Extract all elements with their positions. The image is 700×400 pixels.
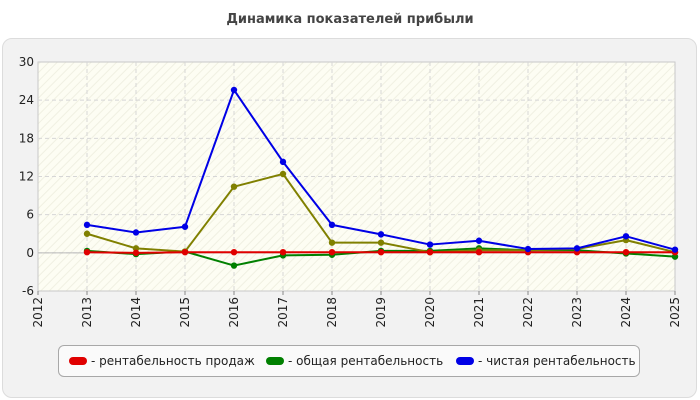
legend: - рентабельность продаж - общая рентабел…: [58, 345, 640, 377]
legend-item-total[interactable]: - общая рентабельность: [266, 354, 443, 368]
data-point: [475, 237, 483, 244]
x-tick-label: 2015: [178, 297, 192, 328]
data-point: [377, 248, 385, 256]
data-point: [377, 231, 385, 238]
x-tick-label: 2019: [374, 297, 388, 328]
data-point: [279, 170, 287, 178]
legend-swatch-blue: [456, 357, 474, 365]
legend-item-net[interactable]: - чистая рентабельность: [456, 354, 636, 368]
data-point: [671, 253, 679, 260]
data-point: [573, 245, 581, 252]
axes: -6 0 6 12 18 24 30 2012 2013 2014 2015 2016 2017 2018…: [19, 55, 682, 328]
x-tick-label: 2021: [472, 297, 486, 328]
data-point: [279, 158, 287, 166]
x-tick-label: 2022: [521, 297, 535, 328]
legend-label-total: - общая рентабельность: [288, 354, 444, 368]
legend-swatch-red: [69, 357, 87, 365]
data-point: [328, 221, 336, 229]
x-tick-label: 2025: [668, 297, 682, 328]
x-tick-label: 2012: [31, 297, 45, 328]
legend-item-sales[interactable]: - рентабельность продаж: [69, 354, 255, 368]
chart-title: Динамика показателей прибыли: [226, 12, 474, 27]
y-tick-label: 24: [19, 93, 34, 107]
data-point: [622, 233, 630, 240]
data-point: [83, 230, 91, 237]
series-group: [83, 86, 679, 269]
x-tick-label: 2014: [129, 297, 143, 328]
data-point: [671, 246, 679, 253]
data-point: [279, 248, 287, 256]
data-point: [181, 248, 189, 256]
y-tick-label: 18: [19, 131, 34, 145]
legend-swatch-green: [266, 357, 284, 365]
data-point: [524, 245, 532, 253]
x-tick-label: 2013: [80, 297, 94, 328]
y-tick-label: 0: [26, 246, 34, 260]
x-tick-label: 2024: [619, 297, 633, 328]
data-point: [230, 248, 238, 256]
x-tick-label: 2020: [423, 297, 437, 328]
y-tick-label: -6: [22, 284, 34, 298]
data-point: [230, 183, 238, 190]
data-point: [230, 262, 238, 269]
legend-label-sales: - рентабельность продаж: [91, 354, 255, 368]
x-tick-label: 2018: [325, 297, 339, 328]
legend-label-net: - чистая рентабельность: [478, 354, 636, 368]
data-point: [328, 248, 336, 256]
x-tick-label: 2017: [276, 297, 290, 328]
data-point: [328, 239, 336, 246]
x-tick-label: 2016: [227, 297, 241, 328]
data-point: [83, 248, 91, 256]
y-tick-label: 30: [19, 55, 34, 69]
y-tick-label: 12: [19, 170, 34, 184]
data-point: [230, 86, 238, 94]
data-point: [132, 245, 140, 252]
data-point: [426, 241, 434, 248]
data-point: [181, 223, 189, 230]
data-point: [83, 221, 91, 229]
data-point: [622, 248, 630, 256]
x-tick-label: 2023: [570, 297, 584, 328]
data-point: [377, 239, 385, 246]
data-point: [132, 229, 140, 236]
y-tick-label: 6: [26, 208, 34, 222]
data-point: [132, 249, 140, 257]
data-point: [475, 248, 483, 256]
data-point: [426, 248, 434, 256]
